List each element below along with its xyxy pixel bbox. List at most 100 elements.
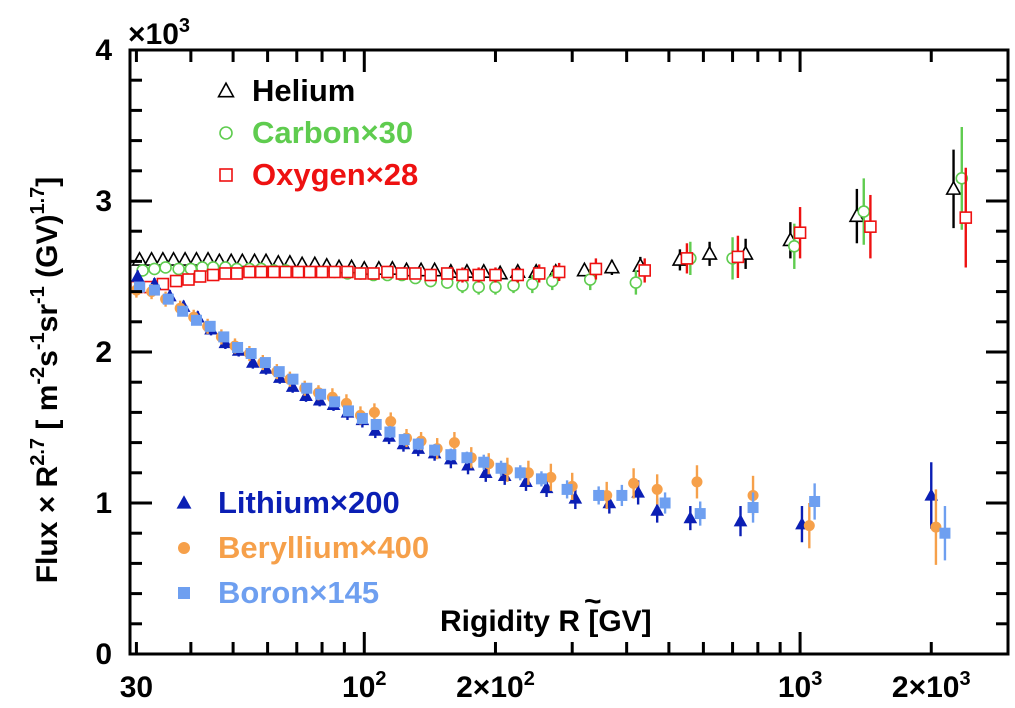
data-point	[532, 267, 546, 280]
data-point	[381, 265, 394, 279]
data-point	[809, 495, 821, 507]
data-point	[409, 267, 422, 280]
data-point	[788, 240, 801, 253]
legend-label: Lithium×200	[218, 485, 400, 520]
x-tick-label: 102	[342, 668, 387, 704]
data-point	[159, 261, 172, 274]
data-point	[299, 388, 313, 401]
data-point	[370, 418, 382, 430]
data-point	[638, 264, 651, 277]
legend-marker	[176, 495, 192, 509]
data-point	[169, 274, 183, 288]
x-tick-label: 30	[120, 671, 153, 704]
data-point	[162, 293, 174, 305]
y-axis-multiplier: ×103	[128, 15, 190, 51]
data-point	[254, 265, 268, 279]
x-tick-label: 2×103	[892, 668, 971, 704]
data-point	[232, 341, 244, 353]
data-point	[287, 373, 299, 385]
legend-marker	[219, 126, 233, 140]
data-point	[285, 379, 300, 392]
data-point	[803, 520, 815, 532]
data-point	[747, 502, 759, 514]
x-axis-label: Rigidity R [GV]	[440, 605, 652, 638]
data-point	[245, 348, 257, 360]
data-point	[733, 513, 748, 527]
legend-item-beryllium-: Beryllium×400	[178, 530, 429, 565]
series-beryllium-	[130, 282, 942, 565]
data-point	[177, 305, 189, 317]
data-point	[176, 251, 194, 266]
data-point	[535, 473, 547, 485]
x-label-tilde: ~	[584, 585, 602, 618]
data-point	[130, 269, 145, 282]
data-point	[561, 483, 573, 495]
data-point	[165, 251, 182, 266]
y-tick-label: 2	[95, 336, 112, 369]
data-point	[545, 471, 557, 483]
y-axis-label: Flux × R2.7 [ m-2s-1sr-1 (GV)1.7]	[27, 177, 64, 584]
legend-marker	[219, 168, 233, 182]
data-point	[343, 405, 355, 417]
data-point	[279, 265, 292, 279]
data-point	[514, 467, 526, 479]
data-point	[694, 508, 706, 520]
data-point	[472, 280, 485, 294]
data-point	[356, 412, 368, 424]
data-point	[385, 415, 397, 427]
data-point	[545, 274, 559, 288]
data-point	[583, 273, 597, 286]
y-tick-label: 4	[95, 34, 112, 67]
data-point	[230, 267, 244, 280]
data-point	[134, 281, 146, 293]
data-point	[193, 270, 207, 283]
data-point	[301, 382, 313, 394]
data-point	[328, 265, 341, 279]
legend-label: Helium	[252, 73, 355, 108]
data-point	[945, 180, 962, 195]
data-point	[489, 280, 502, 294]
data-point	[148, 262, 161, 276]
legend: Helium Carbon×30 Oxygen×28 Lithium×200 Beryl…	[176, 73, 429, 610]
data-point	[456, 268, 469, 282]
data-point	[182, 273, 195, 286]
data-point	[148, 284, 160, 296]
legend-marker	[178, 587, 190, 599]
data-point	[616, 489, 628, 501]
data-point	[243, 265, 256, 279]
data-point	[857, 205, 871, 218]
data-point	[448, 437, 460, 449]
data-point	[691, 476, 703, 488]
data-point	[315, 388, 327, 400]
data-point	[461, 452, 473, 464]
data-point	[650, 503, 664, 516]
data-point	[206, 268, 220, 282]
data-point	[939, 527, 951, 539]
y-tick-label: 3	[95, 185, 112, 218]
data-point	[576, 261, 593, 277]
legend-item-oxygen-: Oxygen×28	[219, 157, 418, 192]
legend-label: Boron×145	[218, 575, 379, 610]
data-point	[489, 268, 502, 282]
data-point	[589, 262, 603, 276]
data-point	[303, 265, 317, 279]
data-point	[959, 211, 973, 224]
legend-item-boron-: Boron×145	[178, 575, 379, 610]
y-multiplier-exp: 3	[179, 15, 190, 37]
data-point	[384, 426, 396, 438]
data-points-layer	[130, 127, 973, 565]
data-point	[354, 267, 367, 280]
axis-tick-labels: 30 102 2×102 103 2×103 0 1 2 3 4	[95, 34, 970, 704]
y-label-symbol: R	[31, 465, 64, 487]
data-point	[680, 252, 694, 265]
y-tick-label: 1	[95, 487, 112, 520]
legend-marker	[217, 81, 235, 98]
data-point	[472, 268, 485, 282]
data-point	[219, 267, 232, 280]
data-point	[273, 366, 285, 378]
data-point	[731, 250, 745, 264]
data-point	[291, 265, 305, 279]
data-point	[659, 497, 671, 509]
data-point	[495, 462, 507, 474]
data-point	[683, 510, 698, 524]
